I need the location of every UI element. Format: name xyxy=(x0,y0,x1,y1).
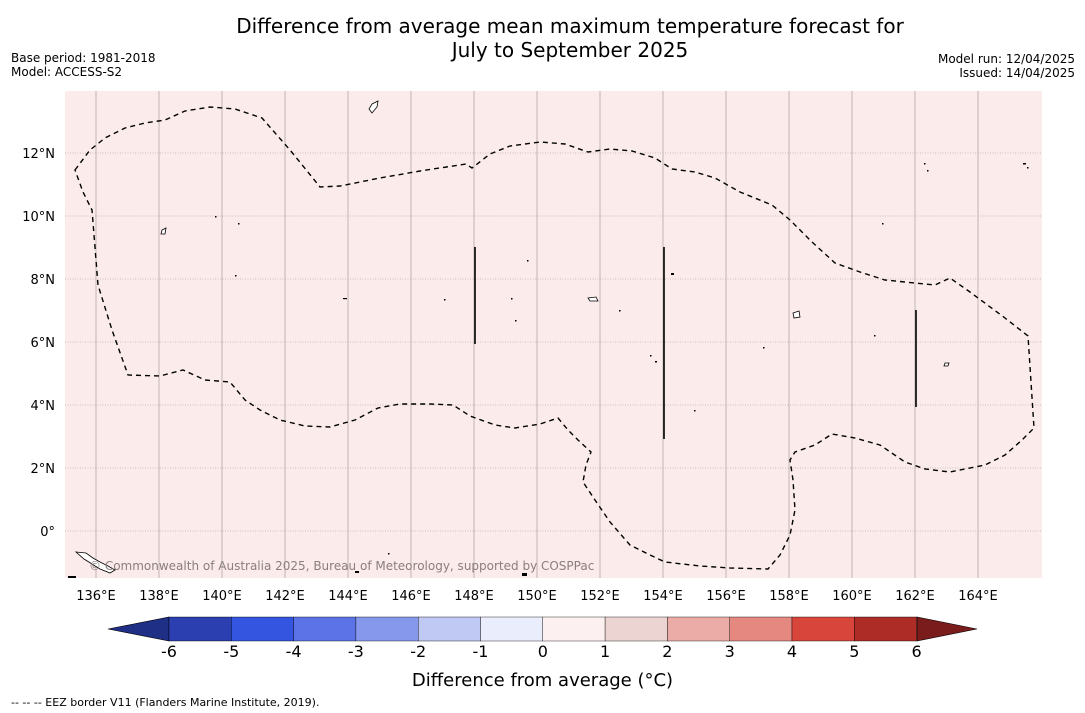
islet xyxy=(763,347,765,349)
island-kosrae xyxy=(943,362,950,367)
meta-left: Base period: 1981-2018 Model: ACCESS-S2 xyxy=(11,51,156,79)
colorbar-segment xyxy=(231,616,294,642)
colorbar-extend-high xyxy=(916,616,978,642)
lon-tick-154: 154°E xyxy=(643,589,683,604)
colorbar-segment xyxy=(480,616,543,642)
colorbar-tick-label: 5 xyxy=(849,642,860,661)
colorbar-extend-low xyxy=(107,616,170,642)
lon-tick-162: 162°E xyxy=(895,589,935,604)
colorbar-tick-label: 2 xyxy=(662,642,673,661)
island-chuuk xyxy=(587,296,599,302)
islet xyxy=(343,298,347,300)
lon-tick-150: 150°E xyxy=(517,589,557,604)
islet xyxy=(68,576,76,578)
lat-tick-6n: 6°N xyxy=(31,336,56,351)
copyright-text: © Commonwealth of Australia 2025, Bureau… xyxy=(89,559,594,573)
colorbar-tick-label: -1 xyxy=(472,642,489,661)
lon-tick-148: 148°E xyxy=(454,589,494,604)
model-run: Model run: 12/04/2025 xyxy=(937,52,1075,66)
islet xyxy=(655,361,657,363)
title-line-1: Difference from average mean maximum tem… xyxy=(236,14,904,38)
island-guam xyxy=(368,100,379,114)
colorbar-segment xyxy=(667,616,730,642)
base-period: Base period: 1981-2018 xyxy=(11,51,156,65)
islet xyxy=(927,170,929,172)
lon-tick-158: 158°E xyxy=(769,589,809,604)
colorbar-tick-label: -6 xyxy=(161,642,177,661)
islet xyxy=(238,223,240,225)
islet xyxy=(444,299,446,301)
islet xyxy=(511,298,513,300)
islet xyxy=(235,275,237,277)
islet xyxy=(874,335,876,337)
colorbar-segment xyxy=(168,616,232,642)
issued-date: Issued: 14/04/2025 xyxy=(959,66,1075,80)
colorbar-segment xyxy=(854,616,917,642)
map-title: Difference from average mean maximum tem… xyxy=(0,14,1085,62)
colorbar-segment xyxy=(355,616,419,642)
colorbar-segment xyxy=(729,616,793,642)
lat-tick-8n: 8°N xyxy=(31,273,56,288)
colorbar-segment xyxy=(293,616,357,642)
colorbar-tick-label: -4 xyxy=(285,642,302,661)
lon-tick-138: 138°E xyxy=(139,589,179,604)
lat-tick-10n: 10°N xyxy=(22,210,55,225)
islet xyxy=(619,310,621,312)
boundary-lines xyxy=(474,247,917,439)
colorbar-tick-label: 4 xyxy=(786,642,798,661)
colorbar-tick-label: -5 xyxy=(223,642,240,661)
lat-tick-2n: 2°N xyxy=(31,462,56,477)
lat-tick-0: 0° xyxy=(40,525,55,540)
islet xyxy=(527,260,529,262)
colorbar-title: Difference from average (°C) xyxy=(411,670,674,691)
lon-tick-144: 144°E xyxy=(328,589,368,604)
colorbar-segment xyxy=(418,616,481,642)
islet xyxy=(1023,163,1026,165)
colorbar-tick-label: -2 xyxy=(410,642,427,661)
colorbar-segment xyxy=(542,616,606,642)
lon-tick-146: 146°E xyxy=(391,589,431,604)
colorbar-tick-label: 1 xyxy=(600,642,611,661)
islet xyxy=(515,320,517,322)
small-islets xyxy=(68,163,1029,578)
colorbar xyxy=(107,616,978,642)
lat-tick-12n: 12°N xyxy=(22,147,55,162)
islet xyxy=(388,553,390,555)
island-outlines xyxy=(74,100,950,574)
islet xyxy=(924,163,926,165)
meta-right: Model run: 12/04/2025 Issued: 14/04/2025 xyxy=(938,52,1075,80)
lat-tick-4n: 4°N xyxy=(31,399,56,414)
islet xyxy=(1027,167,1029,169)
islet xyxy=(671,273,674,275)
islet xyxy=(694,410,696,412)
islet xyxy=(650,355,652,357)
islet xyxy=(882,223,884,225)
lon-tick-156: 156°E xyxy=(706,589,746,604)
island-pohnpei xyxy=(792,310,801,319)
model-name: Model: ACCESS-S2 xyxy=(11,65,123,79)
colorbar-tick-label: 3 xyxy=(724,642,735,661)
colorbar-segment xyxy=(791,616,855,642)
title-line-2: July to September 2025 xyxy=(451,38,689,62)
lon-tick-142: 142°E xyxy=(265,589,305,604)
island-new-guinea-north xyxy=(74,551,116,574)
eez-legend-footnote: -- -- -- EEZ border V11 (Flanders Marine… xyxy=(11,696,320,709)
colorbar-segment xyxy=(604,616,668,642)
colorbar-tick-label: 0 xyxy=(537,642,548,661)
lon-tick-136: 136°E xyxy=(76,589,116,604)
colorbar-tick-label: -3 xyxy=(347,642,364,661)
colorbar-tick-label: 6 xyxy=(911,642,922,661)
islet xyxy=(355,571,359,573)
island-yap xyxy=(160,227,167,235)
islet xyxy=(522,573,527,576)
lon-tick-164: 164°E xyxy=(958,589,998,604)
islet xyxy=(215,216,217,218)
gridlines xyxy=(65,91,1042,578)
lon-tick-140: 140°E xyxy=(202,589,242,604)
lon-tick-160: 160°E xyxy=(832,589,872,604)
map-plot-area xyxy=(65,91,1042,578)
lon-tick-152: 152°E xyxy=(580,589,620,604)
eez-border xyxy=(74,106,1035,570)
